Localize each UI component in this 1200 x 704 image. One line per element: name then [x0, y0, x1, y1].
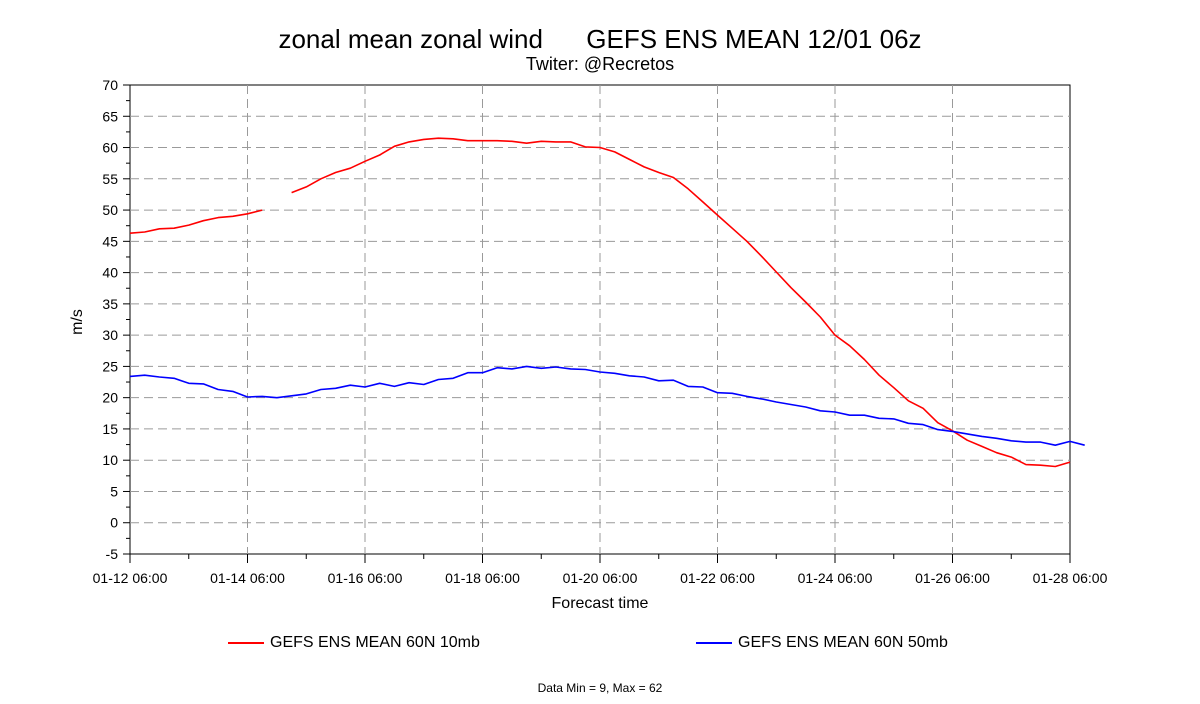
x-tick-label: 01-14 06:00 [210, 570, 285, 586]
y-tick-label: 50 [102, 202, 118, 218]
y-axis-label: m/s [69, 309, 86, 335]
series-line-0-segment-1 [291, 137, 1071, 468]
chart-title: zonal mean zonal wind GEFS ENS MEAN 12/0… [278, 24, 922, 54]
x-tick-label: 01-12 06:00 [93, 570, 168, 586]
x-tick-label: 01-18 06:00 [445, 570, 520, 586]
x-tick-label: 01-24 06:00 [798, 570, 873, 586]
x-tick-label: 01-26 06:00 [915, 570, 990, 586]
y-tick-label: 25 [102, 358, 118, 374]
legend-item-50mb: GEFS ENS MEAN 60N 50mb [696, 634, 948, 652]
series-lines [129, 137, 1085, 468]
y-tick-label: 15 [102, 421, 118, 437]
legend-item-10mb: GEFS ENS MEAN 60N 10mb [228, 634, 480, 652]
y-tick-label: 40 [102, 265, 118, 281]
legend-swatch-blue [696, 642, 732, 644]
series-line-0-segment-0 [129, 209, 263, 234]
y-tick-label: 60 [102, 140, 118, 156]
y-tick-label: 30 [102, 327, 118, 343]
y-tick-label: 0 [110, 515, 118, 531]
data-min-max-note: Data Min = 9, Max = 62 [537, 681, 663, 695]
x-tick-label: 01-22 06:00 [680, 570, 755, 586]
legend-label-50mb: GEFS ENS MEAN 60N 50mb [738, 634, 948, 651]
y-tick-label: 10 [102, 452, 118, 468]
legend-swatch-red [228, 642, 264, 644]
y-tick-label: 5 [110, 483, 118, 499]
x-tick-label: 01-28 06:00 [1033, 570, 1108, 586]
x-axis-label: Forecast time [552, 595, 649, 612]
y-tick-label: 20 [102, 390, 118, 406]
grid-lines [129, 84, 1071, 555]
y-tick-label: 45 [102, 233, 118, 249]
y-axis: -5 0 5 10 15 20 25 30 35 40 45 50 55 60 65 70 [102, 77, 130, 562]
y-tick-label: 55 [102, 171, 118, 187]
x-tick-label: 01-16 06:00 [328, 570, 403, 586]
series-line-1-segment-0 [129, 365, 1085, 447]
y-tick-label: 35 [102, 296, 118, 312]
y-tick-label: 65 [102, 108, 118, 124]
y-tick-label: -5 [106, 546, 119, 562]
y-tick-label: 70 [102, 77, 118, 93]
x-axis: 01-12 06:00 01-14 06:00 01-16 06:00 01-18 0… [93, 554, 1108, 586]
x-tick-label: 01-20 06:00 [563, 570, 638, 586]
chart-subtitle: Twiter: @Recretos [525, 54, 675, 74]
legend-label-10mb: GEFS ENS MEAN 60N 10mb [270, 634, 480, 651]
